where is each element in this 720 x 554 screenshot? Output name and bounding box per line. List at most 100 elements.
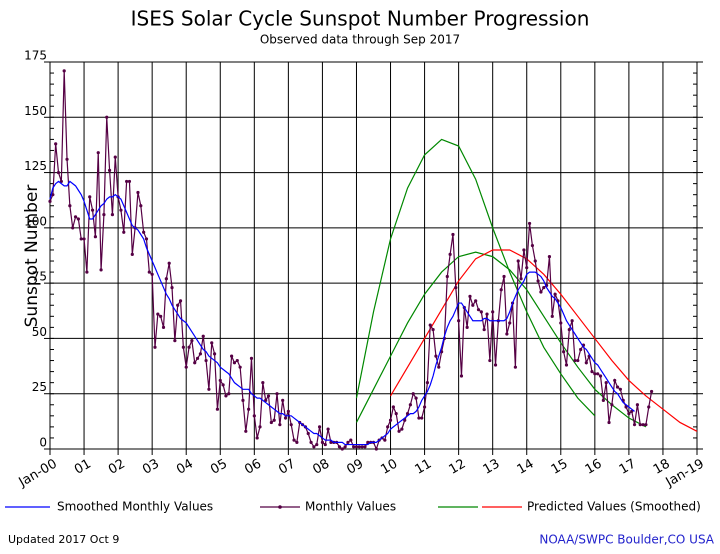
data-point xyxy=(383,438,387,442)
data-point xyxy=(527,221,532,226)
data-point xyxy=(150,272,154,276)
data-point xyxy=(323,442,327,447)
y-tick-label: 25 xyxy=(32,380,47,394)
data-point xyxy=(476,308,481,312)
series-line xyxy=(390,249,698,432)
data-point xyxy=(601,398,605,402)
data-point xyxy=(420,416,424,420)
data-point xyxy=(457,319,461,323)
data-point xyxy=(170,285,174,290)
data-point xyxy=(343,445,347,449)
data-point xyxy=(244,429,248,433)
data-point xyxy=(147,270,151,274)
data-point xyxy=(122,230,126,234)
data-point xyxy=(610,403,614,407)
data-point xyxy=(428,323,432,327)
data-point xyxy=(295,440,299,444)
data-point xyxy=(252,414,256,418)
x-tick-label: 08 xyxy=(310,457,332,478)
data-point xyxy=(190,339,194,343)
data-point xyxy=(181,345,185,349)
x-tick-label: 13 xyxy=(481,457,503,478)
data-point xyxy=(493,363,498,367)
chart-title: ISES Solar Cycle Sunspot Number Progress… xyxy=(131,7,590,31)
data-point xyxy=(292,438,296,442)
data-point xyxy=(394,412,398,416)
x-tick-label: 11 xyxy=(412,457,434,478)
data-point xyxy=(570,319,574,323)
data-point xyxy=(386,425,390,429)
data-point xyxy=(567,327,571,332)
data-point xyxy=(539,290,543,294)
y-axis-label: Sunspot Number xyxy=(22,185,42,328)
data-point xyxy=(90,208,95,212)
data-point xyxy=(553,292,557,296)
data-point xyxy=(550,314,554,318)
data-point xyxy=(388,418,393,422)
data-point xyxy=(403,418,407,422)
data-point xyxy=(320,440,325,444)
data-point xyxy=(366,440,370,444)
data-point xyxy=(422,405,427,409)
x-tick-label: 15 xyxy=(549,457,571,478)
data-point xyxy=(230,354,234,358)
data-point xyxy=(360,445,364,449)
data-point xyxy=(573,358,577,363)
x-tick-label: 17 xyxy=(617,457,639,478)
x-tick-label: 09 xyxy=(344,457,366,478)
data-point xyxy=(238,365,242,369)
x-tick-label: 10 xyxy=(378,457,400,478)
data-point xyxy=(340,447,344,451)
data-point xyxy=(164,277,168,281)
data-point xyxy=(99,268,103,272)
data-point xyxy=(516,259,520,263)
data-point xyxy=(153,345,157,349)
data-point xyxy=(139,204,143,208)
data-point xyxy=(618,387,622,391)
data-point xyxy=(272,418,276,422)
data-point xyxy=(525,266,529,270)
data-point xyxy=(559,321,563,325)
data-point xyxy=(278,423,282,427)
data-point xyxy=(354,445,359,449)
data-point xyxy=(431,327,435,332)
data-point xyxy=(261,381,265,385)
data-point xyxy=(65,157,69,161)
data-point xyxy=(73,215,78,219)
data-point xyxy=(479,310,483,314)
data-point xyxy=(641,423,645,427)
y-tick-label: 175 xyxy=(24,49,47,63)
plot-frame xyxy=(49,61,698,450)
data-point xyxy=(593,372,597,376)
data-point xyxy=(286,409,290,414)
data-point xyxy=(76,217,80,221)
data-point xyxy=(85,270,89,274)
data-point xyxy=(142,230,146,234)
chart-subtitle: Observed data through Sep 2017 xyxy=(260,33,460,47)
data-point xyxy=(326,427,330,431)
data-point xyxy=(542,285,546,290)
legend-label: Predicted Values (Smoothed) xyxy=(527,500,701,514)
data-point xyxy=(156,312,160,316)
data-point xyxy=(212,352,217,356)
data-point xyxy=(159,314,163,318)
data-point xyxy=(363,445,367,449)
x-tick-label: 03 xyxy=(140,457,162,478)
data-point xyxy=(130,252,134,256)
data-point xyxy=(454,285,458,290)
y-tick-label: 125 xyxy=(24,159,47,173)
data-point xyxy=(508,321,512,325)
data-point xyxy=(232,361,237,365)
data-point xyxy=(48,199,52,203)
data-point xyxy=(638,423,642,427)
data-point xyxy=(167,261,171,265)
data-point xyxy=(391,405,395,409)
data-point xyxy=(96,151,100,155)
data-point xyxy=(204,358,208,363)
data-point xyxy=(136,190,140,195)
data-point xyxy=(502,274,506,279)
data-point xyxy=(195,356,200,360)
data-point xyxy=(613,378,617,383)
data-point xyxy=(161,325,166,329)
